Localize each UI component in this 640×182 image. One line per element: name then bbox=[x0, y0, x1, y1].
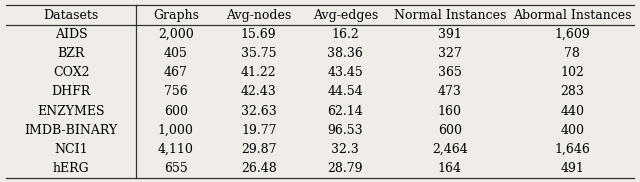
Text: ENZYMES: ENZYMES bbox=[38, 105, 105, 118]
Text: 655: 655 bbox=[164, 162, 188, 175]
Text: 62.14: 62.14 bbox=[327, 105, 363, 118]
Text: 41.22: 41.22 bbox=[241, 66, 276, 79]
Text: 405: 405 bbox=[164, 47, 188, 60]
Text: 365: 365 bbox=[438, 66, 461, 79]
Text: Avg-nodes: Avg-nodes bbox=[226, 9, 291, 21]
Text: 44.54: 44.54 bbox=[327, 85, 363, 98]
Text: 32.63: 32.63 bbox=[241, 105, 276, 118]
Text: 400: 400 bbox=[561, 124, 584, 137]
Text: AIDS: AIDS bbox=[55, 28, 88, 41]
Text: 42.43: 42.43 bbox=[241, 85, 276, 98]
Text: 1,646: 1,646 bbox=[554, 143, 590, 156]
Text: 600: 600 bbox=[164, 105, 188, 118]
Text: 28.79: 28.79 bbox=[328, 162, 363, 175]
Text: 4,110: 4,110 bbox=[158, 143, 194, 156]
Text: 38.36: 38.36 bbox=[327, 47, 363, 60]
Text: hERG: hERG bbox=[53, 162, 90, 175]
Text: 160: 160 bbox=[438, 105, 462, 118]
Text: 1,000: 1,000 bbox=[158, 124, 194, 137]
Text: 2,464: 2,464 bbox=[432, 143, 468, 156]
Text: 102: 102 bbox=[561, 66, 584, 79]
Text: 327: 327 bbox=[438, 47, 461, 60]
Text: 32.3: 32.3 bbox=[332, 143, 359, 156]
Text: 35.75: 35.75 bbox=[241, 47, 276, 60]
Text: 26.48: 26.48 bbox=[241, 162, 276, 175]
Text: 29.87: 29.87 bbox=[241, 143, 276, 156]
Text: Datasets: Datasets bbox=[44, 9, 99, 21]
Text: COX2: COX2 bbox=[53, 66, 90, 79]
Text: 15.69: 15.69 bbox=[241, 28, 276, 41]
Text: 491: 491 bbox=[561, 162, 584, 175]
Text: 164: 164 bbox=[438, 162, 462, 175]
Text: 473: 473 bbox=[438, 85, 461, 98]
Text: 2,000: 2,000 bbox=[158, 28, 194, 41]
Text: NCI1: NCI1 bbox=[54, 143, 88, 156]
Text: 283: 283 bbox=[561, 85, 584, 98]
Text: 43.45: 43.45 bbox=[327, 66, 363, 79]
Text: Normal Instances: Normal Instances bbox=[394, 9, 506, 21]
Text: 78: 78 bbox=[564, 47, 580, 60]
Text: DHFR: DHFR bbox=[52, 85, 91, 98]
Text: 391: 391 bbox=[438, 28, 461, 41]
Text: Graphs: Graphs bbox=[153, 9, 199, 21]
Text: Avg-edges: Avg-edges bbox=[312, 9, 378, 21]
Text: 467: 467 bbox=[164, 66, 188, 79]
Text: Abormal Instances: Abormal Instances bbox=[513, 9, 632, 21]
Text: BZR: BZR bbox=[58, 47, 85, 60]
Text: 756: 756 bbox=[164, 85, 188, 98]
Text: 1,609: 1,609 bbox=[554, 28, 590, 41]
Text: 600: 600 bbox=[438, 124, 462, 137]
Text: IMDB-BINARY: IMDB-BINARY bbox=[25, 124, 118, 137]
Text: 440: 440 bbox=[561, 105, 584, 118]
Text: 96.53: 96.53 bbox=[328, 124, 363, 137]
Text: 16.2: 16.2 bbox=[332, 28, 359, 41]
Text: 19.77: 19.77 bbox=[241, 124, 276, 137]
